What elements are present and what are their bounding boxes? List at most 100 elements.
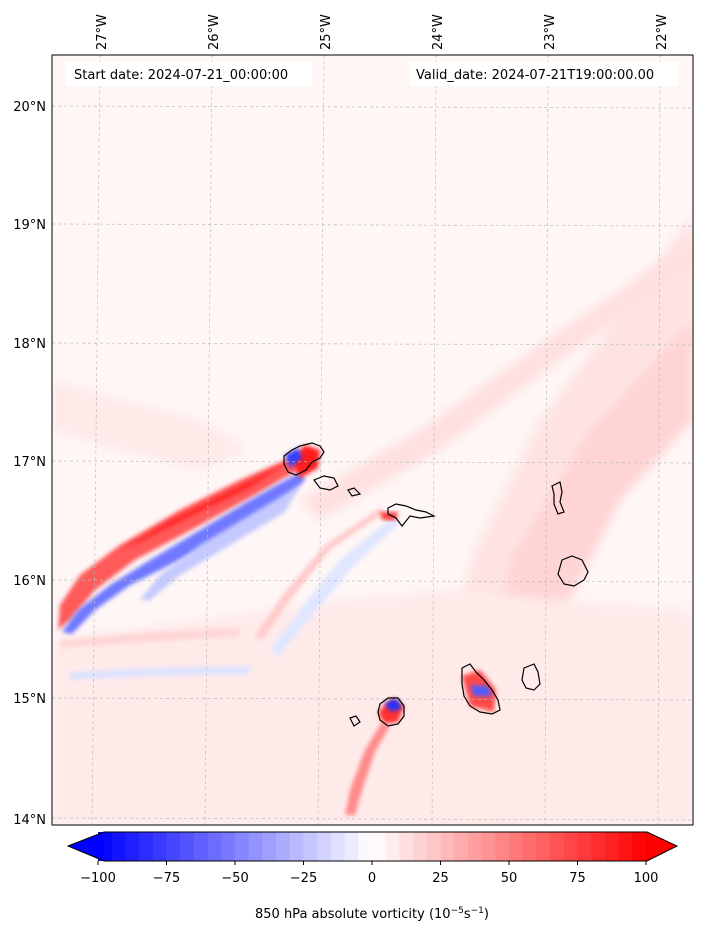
island-fogo bbox=[377, 697, 405, 727]
gridlines bbox=[52, 55, 693, 825]
lat-label: 18°N bbox=[13, 337, 46, 352]
colorbar-tick-label: 50 bbox=[501, 871, 518, 886]
vorticity-fogo-streak bbox=[345, 722, 390, 815]
colorbar-cell bbox=[289, 832, 304, 861]
colorbar-cell bbox=[152, 832, 167, 861]
colorbar-cell bbox=[550, 832, 565, 861]
colorbar-tick-label: −75 bbox=[153, 871, 180, 886]
colorbar-cell bbox=[426, 832, 441, 861]
vorticity-santiago-blue bbox=[470, 685, 492, 696]
colorbar-cell bbox=[317, 832, 332, 861]
island-santiago bbox=[461, 663, 501, 715]
vorticity-wake-blue-light bbox=[140, 485, 300, 600]
island-sal bbox=[551, 481, 565, 515]
lon-label: 24°W bbox=[431, 14, 446, 50]
coastlines bbox=[283, 442, 589, 727]
colorbar-cell bbox=[248, 832, 263, 861]
vorticity-fogo-blue bbox=[384, 698, 402, 712]
island-sao-vicente bbox=[313, 475, 339, 491]
colorbar-cell bbox=[577, 832, 592, 861]
island-brava bbox=[349, 715, 361, 727]
colorbar-cell bbox=[467, 832, 482, 861]
colorbar-cell bbox=[481, 832, 496, 861]
colorbar-cell bbox=[604, 832, 619, 861]
colorbar-cell bbox=[111, 832, 126, 861]
colorbar-tick-label: −50 bbox=[221, 871, 248, 886]
colorbar-extend-min bbox=[68, 832, 104, 861]
lon-label: 25°W bbox=[319, 14, 334, 50]
lat-label: 14°N bbox=[13, 813, 46, 828]
colorbar-cell bbox=[358, 832, 373, 861]
lon-labels: 27°W 26°W 25°W 24°W 23°W 22°W bbox=[95, 14, 670, 50]
vorticity-sao-nicolau bbox=[380, 512, 398, 520]
colorbar-extend-max bbox=[646, 832, 677, 861]
colorbar-cell bbox=[125, 832, 140, 861]
colorbar-cell bbox=[454, 832, 469, 861]
colorbar-cell bbox=[139, 832, 154, 861]
lat-label: 19°N bbox=[13, 218, 46, 233]
island-santa-luzia bbox=[347, 487, 362, 497]
colorbar-cell bbox=[235, 832, 250, 861]
colorbar-cell bbox=[536, 832, 551, 861]
vorticity-wake-blue bbox=[62, 472, 305, 634]
colorbar-cell bbox=[495, 832, 510, 861]
island-santo-antao bbox=[283, 442, 325, 476]
colorbar-cell bbox=[180, 832, 195, 861]
map-panel: Start date: 2024-07-21_00:00:00 Valid_da… bbox=[51, 54, 694, 826]
colorbar-label: 850 hPa absolute vorticity (10−5s−1) bbox=[255, 906, 489, 922]
island-sao-nicolau bbox=[387, 503, 436, 527]
colorbar-cell bbox=[372, 832, 387, 861]
colorbar-cell bbox=[563, 832, 578, 861]
colorbar-cell bbox=[618, 832, 633, 861]
colorbar-cell bbox=[522, 832, 537, 861]
colorbar-tick-label: −100 bbox=[80, 871, 116, 886]
vorticity-south bbox=[52, 590, 693, 825]
lon-label: 23°W bbox=[543, 14, 558, 50]
colorbar-cell bbox=[303, 832, 318, 861]
colorbar-tick-label: 75 bbox=[569, 871, 586, 886]
vorticity-west-patch bbox=[52, 380, 250, 470]
colorbar-tick-label: 100 bbox=[634, 871, 659, 886]
colorbar-cell bbox=[193, 832, 208, 861]
colorbar-cell bbox=[166, 832, 181, 861]
colorbar-cell bbox=[221, 832, 236, 861]
lat-label: 15°N bbox=[13, 692, 46, 707]
lat-label: 20°N bbox=[13, 100, 46, 115]
colorbar-tick-label: −25 bbox=[290, 871, 317, 886]
vorticity-band-south-red bbox=[60, 628, 240, 648]
lat-label: 16°N bbox=[13, 574, 46, 589]
start-date-label: Start date: 2024-07-21_00:00:00 bbox=[74, 68, 288, 83]
vorticity-wake-red bbox=[58, 458, 298, 630]
lat-labels: 20°N 19°N 18°N 17°N 16°N 15°N 14°N bbox=[13, 100, 46, 828]
island-maio bbox=[521, 663, 541, 691]
colorbar-cell bbox=[632, 832, 647, 861]
colorbar-tick-labels: −100 −75 −50 −25 0 25 50 75 100 bbox=[80, 871, 658, 886]
colorbar-cell bbox=[440, 832, 455, 861]
colorbar-cells bbox=[68, 832, 677, 861]
vorticity-band-south-blue bbox=[70, 666, 250, 680]
colorbar-cell bbox=[509, 832, 524, 861]
colorbar-tick-label: 0 bbox=[368, 871, 376, 886]
colorbar: −100 −75 −50 −25 0 25 50 75 100 850 hPa … bbox=[66, 831, 679, 922]
colorbar-cell bbox=[591, 832, 606, 861]
island-boa-vista bbox=[557, 555, 589, 587]
start-date-box bbox=[66, 62, 312, 86]
colorbar-cell bbox=[262, 832, 277, 861]
valid-date-label: Valid_date: 2024-07-21T19:00:00.00 bbox=[416, 68, 654, 83]
vorticity-santo-antao-blue bbox=[285, 448, 302, 468]
colorbar-cell bbox=[207, 832, 222, 861]
colorbar-outline bbox=[66, 831, 679, 862]
vorticity-band-mid bbox=[300, 240, 693, 520]
colorbar-cell bbox=[344, 832, 359, 861]
colorbar-cell bbox=[385, 832, 400, 861]
vorticity-wake-red-core bbox=[120, 462, 288, 550]
colorbar-cell bbox=[399, 832, 414, 861]
colorbar-cell bbox=[276, 832, 291, 861]
colorbar-cell bbox=[413, 832, 428, 861]
colorbar-tick-label: 25 bbox=[432, 871, 449, 886]
vorticity-streak-b bbox=[255, 508, 385, 640]
vorticity-field bbox=[52, 215, 693, 825]
lon-label: 22°W bbox=[655, 14, 670, 50]
vorticity-streak-a bbox=[270, 515, 400, 656]
